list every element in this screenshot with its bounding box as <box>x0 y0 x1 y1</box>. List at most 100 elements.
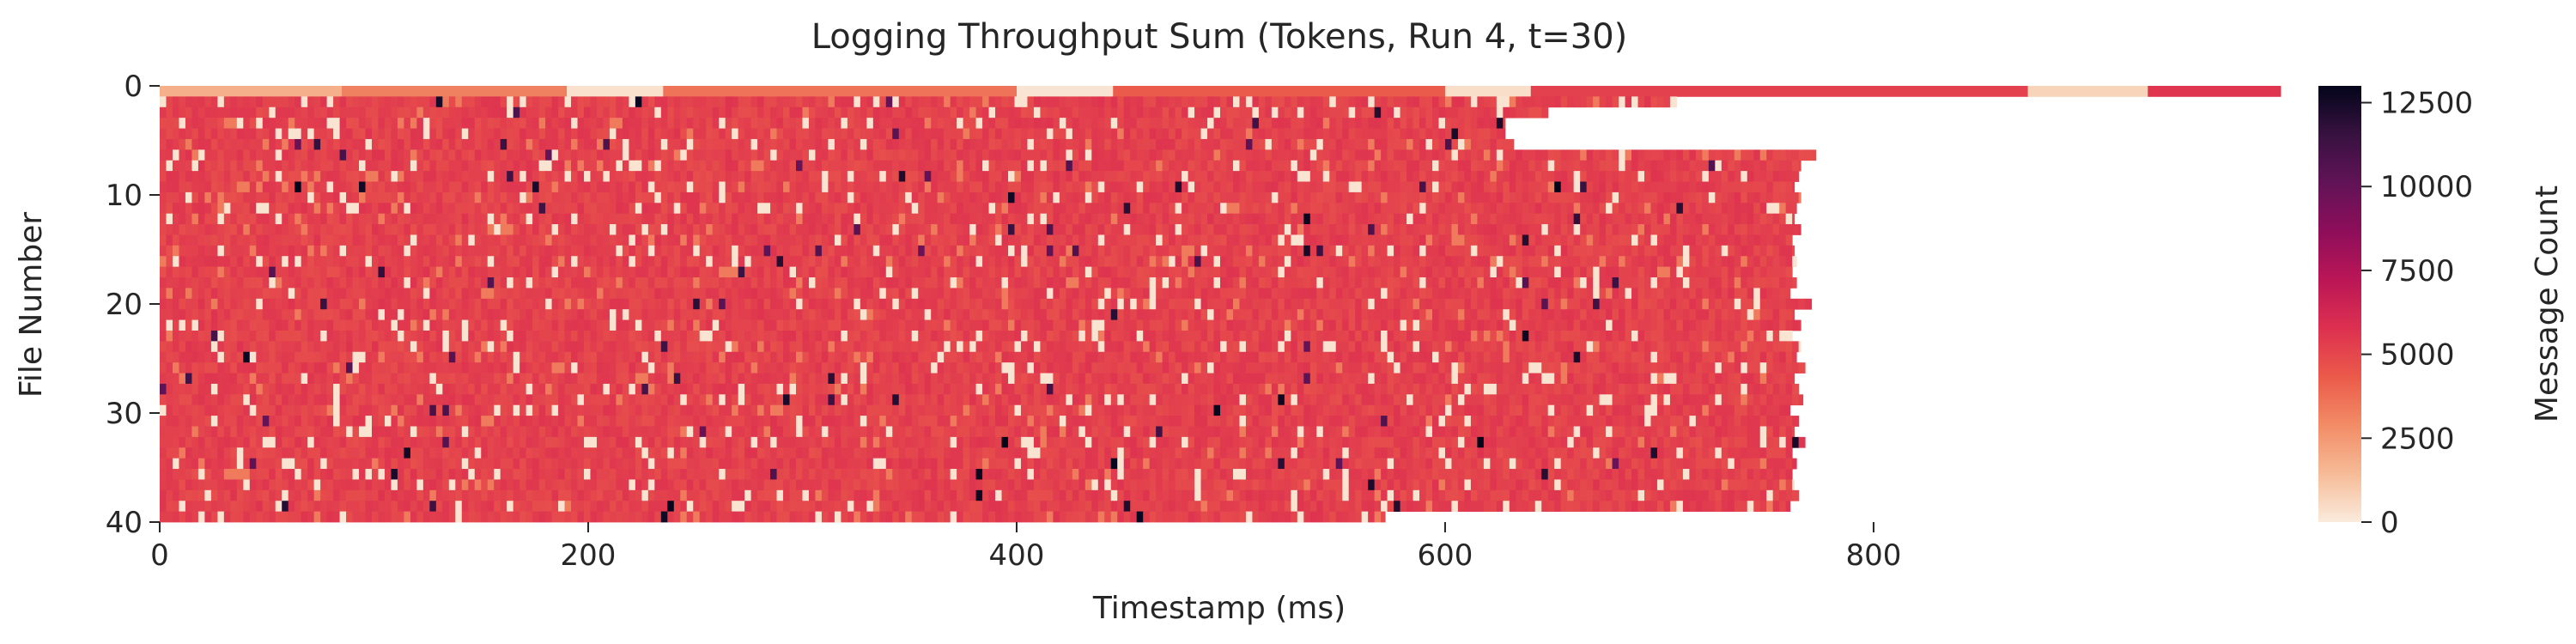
heatmap-cell <box>944 191 951 204</box>
heatmap-cell <box>872 288 880 300</box>
heatmap-cell <box>185 106 192 118</box>
heatmap-cell <box>622 118 629 129</box>
heatmap-cell <box>1207 96 1215 108</box>
heatmap-cell <box>988 118 996 129</box>
heatmap-cell <box>422 106 430 118</box>
heatmap-cell <box>738 138 745 150</box>
heatmap-cell <box>391 138 398 150</box>
heatmap-cell <box>191 106 199 118</box>
heatmap-cell <box>1444 298 1452 310</box>
heatmap-cell <box>1619 298 1626 310</box>
heatmap-cell <box>750 203 758 215</box>
heatmap-cell <box>1252 256 1260 268</box>
heatmap-cell <box>1772 245 1780 257</box>
heatmap-cell <box>944 106 951 118</box>
heatmap-cell <box>1033 181 1041 193</box>
heatmap-cell <box>885 234 893 246</box>
heatmap-cell <box>1619 288 1626 300</box>
heatmap-cell <box>519 245 527 257</box>
heatmap-cell <box>1348 298 1356 310</box>
heatmap-cell <box>1682 181 1690 193</box>
heatmap-cell <box>1316 213 1324 225</box>
heatmap-cell <box>468 245 476 257</box>
heatmap-cell <box>1663 256 1671 268</box>
heatmap-cell <box>905 171 913 182</box>
heatmap-cell <box>1477 160 1485 172</box>
heatmap-cell <box>622 224 629 235</box>
heatmap-cell <box>802 96 810 108</box>
heatmap-cell <box>1785 203 1793 215</box>
heatmap-cell <box>1534 256 1542 268</box>
heatmap-cell <box>513 96 520 108</box>
heatmap-cell <box>1547 288 1555 300</box>
heatmap-cell <box>1149 181 1157 193</box>
heatmap-cell <box>584 138 591 150</box>
heatmap-cell <box>1554 277 1562 289</box>
heatmap-cell <box>365 191 373 204</box>
heatmap-cell <box>1053 298 1060 310</box>
heatmap-cell <box>1650 234 1658 246</box>
heatmap-cell <box>815 138 823 150</box>
heatmap-cell <box>346 224 354 235</box>
heatmap-cell <box>1322 203 1330 215</box>
heatmap-cell <box>1097 149 1105 161</box>
heatmap-cell <box>313 224 321 235</box>
heatmap-cell <box>571 277 579 289</box>
heatmap-cell <box>629 256 636 268</box>
heatmap-cell <box>197 160 205 172</box>
heatmap-cell <box>1444 171 1452 182</box>
heatmap-cell <box>1008 106 1015 118</box>
heatmap-cell <box>1400 181 1407 193</box>
heatmap-cell <box>1104 181 1112 193</box>
heatmap-cell <box>732 224 739 235</box>
heatmap-cell <box>937 128 945 140</box>
heatmap-cell <box>1741 234 1748 246</box>
heatmap-cell <box>1419 106 1427 118</box>
heatmap-cell <box>1361 298 1369 310</box>
heatmap-cell <box>1213 149 1221 161</box>
heatmap-cell <box>1457 106 1465 118</box>
heatmap-cell <box>686 181 694 193</box>
heatmap-cell <box>1040 213 1048 225</box>
heatmap-cell <box>1631 149 1639 161</box>
heatmap-cell <box>384 171 392 182</box>
heatmap-cell <box>481 160 489 172</box>
heatmap-cell <box>1033 203 1041 215</box>
heatmap-cell <box>796 149 803 161</box>
heatmap-cell <box>172 96 179 108</box>
heatmap-cell <box>686 277 694 289</box>
heatmap-cell <box>1008 160 1015 172</box>
heatmap-cell <box>564 160 572 172</box>
heatmap-cell <box>519 128 527 140</box>
heatmap-cell <box>1220 106 1227 118</box>
heatmap-cell <box>789 234 797 246</box>
heatmap-cell <box>918 106 926 118</box>
heatmap-cell <box>1245 128 1253 140</box>
heatmap-cell <box>1027 106 1035 118</box>
heatmap-cell <box>686 96 694 108</box>
heatmap-cell <box>301 96 308 108</box>
heatmap-cell <box>1097 138 1105 150</box>
heatmap-cell <box>744 138 752 150</box>
heatmap-cell <box>584 266 591 278</box>
heatmap-cell <box>1342 277 1350 289</box>
heatmap-cell <box>1374 106 1382 118</box>
heatmap-cell <box>847 203 854 215</box>
heatmap-cell <box>1104 128 1112 140</box>
heatmap-cell <box>1143 224 1151 235</box>
heatmap-cell <box>1316 277 1324 289</box>
heatmap-cell <box>699 234 707 246</box>
heatmap-cell <box>1213 181 1221 193</box>
heatmap-cell <box>1046 256 1054 268</box>
heatmap-cell <box>1457 128 1465 140</box>
heatmap-cell <box>1496 138 1504 150</box>
heatmap-cell <box>1619 149 1626 161</box>
heatmap-cell <box>776 118 784 129</box>
heatmap-cell <box>1226 213 1234 225</box>
heatmap-cell <box>577 106 585 118</box>
heatmap-cell <box>757 96 765 108</box>
heatmap-cell <box>429 224 437 235</box>
heatmap-cell <box>313 160 321 172</box>
heatmap-cell <box>937 118 945 129</box>
heatmap-cell <box>1438 234 1446 246</box>
